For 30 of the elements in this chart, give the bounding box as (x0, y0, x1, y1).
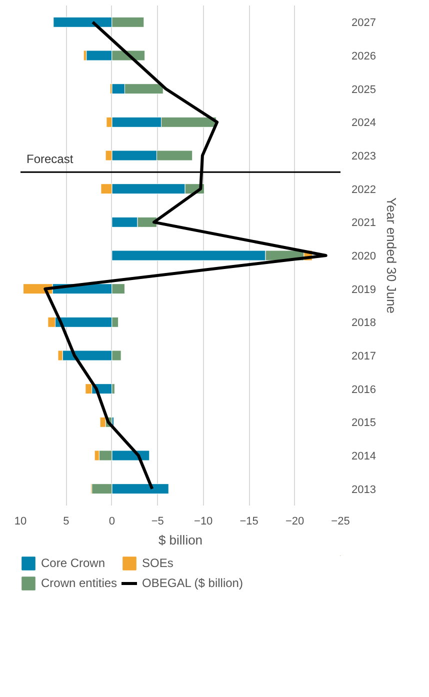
x-tick-label: −20 (285, 516, 304, 528)
y-tick-label: 2020 (352, 250, 376, 262)
y-axis-title: Year ended 30 June (384, 198, 399, 314)
y-tick-label: 2022 (352, 184, 376, 196)
x-tick-label: −15 (240, 516, 258, 528)
y-tick-label: 2017 (352, 350, 376, 362)
y-tick-label: 2016 (352, 384, 376, 396)
y-tick-label: 2015 (352, 417, 376, 430)
x-tick-label: 5 (63, 516, 70, 528)
y-tick-label: 2024 (352, 117, 376, 130)
y-tick-label: 2013 (352, 484, 376, 496)
x-axis-title: $ billion (158, 532, 203, 548)
legend-label: Crown entities (41, 576, 118, 590)
x-tick-label: −5 (151, 516, 164, 528)
y-tick-label: 2026 (352, 50, 376, 62)
y-tick-label: 2023 (352, 150, 376, 162)
legend-label: OBEGAL ($ billion) (142, 576, 243, 590)
ref-line-label: Forecast (26, 152, 74, 166)
y-tick-label: 2019 (352, 284, 376, 296)
y-tick-label: 2018 (352, 317, 376, 330)
legend-label: SOEs (142, 556, 174, 570)
y-tick-label: 2021 (352, 217, 376, 230)
x-tick-label: −10 (194, 516, 213, 528)
x-tick-label: 0 (108, 516, 115, 528)
legend-label: Core Crown (41, 556, 106, 570)
y-tick-label: 2014 (352, 450, 376, 462)
x-tick-label: −25 (331, 516, 350, 528)
x-tick-label: 10 (14, 516, 27, 528)
y-tick-label: 2025 (352, 84, 376, 96)
y-tick-label: 2027 (352, 17, 376, 30)
